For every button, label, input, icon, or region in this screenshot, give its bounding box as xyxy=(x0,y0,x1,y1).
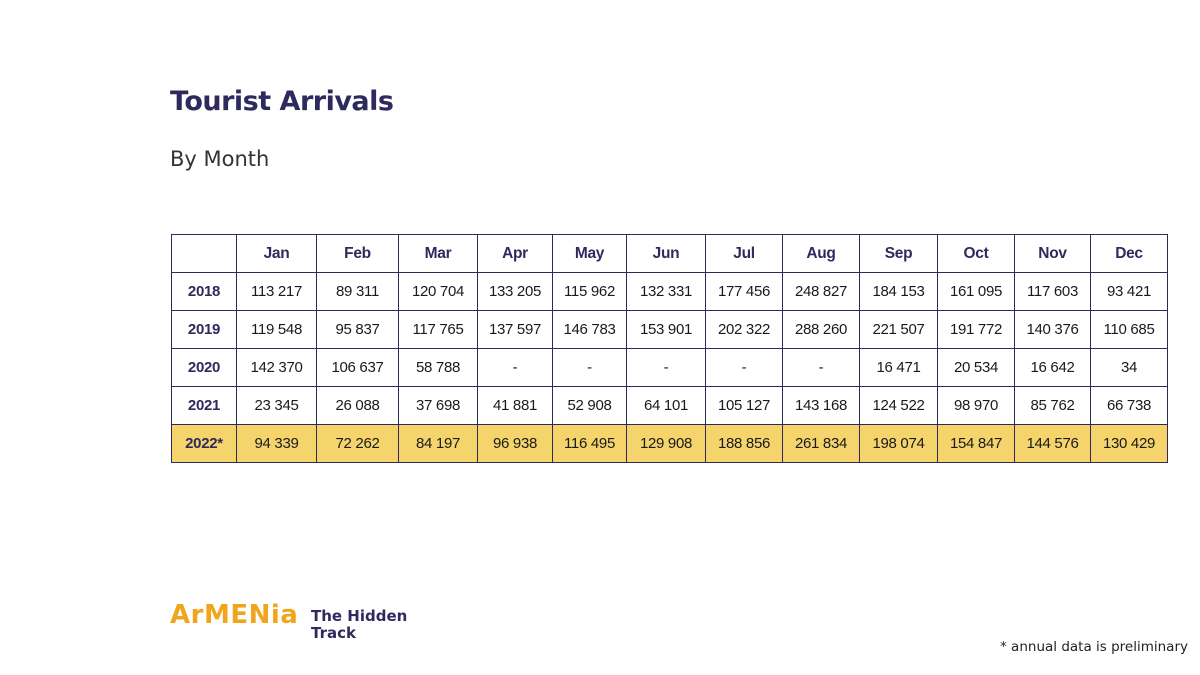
table-cell: 132 331 xyxy=(626,272,706,311)
table-cell: 188 856 xyxy=(705,424,783,463)
logo-wordmark: ArMENia xyxy=(170,600,299,630)
table-cell: 34 xyxy=(1090,348,1168,387)
table-cell: 20 534 xyxy=(937,348,1015,387)
table-row: 2020 142 370 106 637 58 788- - - - -16 471 20 53… xyxy=(171,348,1168,387)
table-cell: 144 576 xyxy=(1014,424,1091,463)
table-cell: 37 698 xyxy=(398,386,478,425)
table-cell: 115 962 xyxy=(552,272,627,311)
row-header-year: 2022* xyxy=(171,424,237,463)
table-cell: 198 074 xyxy=(859,424,938,463)
table-cell: 177 456 xyxy=(705,272,783,311)
column-header-jan: Jan xyxy=(236,234,317,273)
row-header-year: 2020 xyxy=(171,348,237,387)
row-header-year: 2021 xyxy=(171,386,237,425)
table-cell: 16 471 xyxy=(859,348,938,387)
table-cell: 288 260 xyxy=(782,310,860,349)
table-cell: 64 101 xyxy=(626,386,706,425)
table-row: 2022* 94 339 72 262 84 197 96 938 116 495 129 … xyxy=(171,424,1168,463)
column-header-apr: Apr xyxy=(477,234,553,273)
table-cell: 52 908 xyxy=(552,386,627,425)
table-cell: 93 421 xyxy=(1090,272,1168,311)
table-cell: 184 153 xyxy=(859,272,938,311)
column-header-mar: Mar xyxy=(398,234,478,273)
table-cell: - xyxy=(626,348,706,387)
table-cell: 221 507 xyxy=(859,310,938,349)
table-cell: 261 834 xyxy=(782,424,860,463)
page-title: Tourist Arrivals xyxy=(170,86,394,117)
table-cell: 16 642 xyxy=(1014,348,1091,387)
column-header-jun: Jun xyxy=(626,234,706,273)
row-header-year: 2018 xyxy=(171,272,237,311)
table-cell: 202 322 xyxy=(705,310,783,349)
column-header-may: May xyxy=(552,234,627,273)
table-cell: - xyxy=(705,348,783,387)
logo-tagline: The Hidden Track xyxy=(311,607,408,642)
table-cell: - xyxy=(552,348,627,387)
table-cell: 137 597 xyxy=(477,310,553,349)
table-cell: 146 783 xyxy=(552,310,627,349)
table-cell: - xyxy=(477,348,553,387)
table-cell: 116 495 xyxy=(552,424,627,463)
table-cell: 106 637 xyxy=(316,348,399,387)
table-cell: 161 095 xyxy=(937,272,1015,311)
table-cell: 98 970 xyxy=(937,386,1015,425)
table-cell: 129 908 xyxy=(626,424,706,463)
table-cell: 142 370 xyxy=(236,348,317,387)
table-cell: 58 788 xyxy=(398,348,478,387)
arrivals-table: Jan Feb Mar Apr May Jun Jul Aug Sep Oct Nov Dec 201… xyxy=(171,234,1168,463)
table-cell: 140 376 xyxy=(1014,310,1091,349)
column-header-sep: Sep xyxy=(859,234,938,273)
table-cell: 110 685 xyxy=(1090,310,1168,349)
table-row: 2021 23 345 26 088 37 698 41 881 52 908 64 101… xyxy=(171,386,1168,425)
table-cell: 117 765 xyxy=(398,310,478,349)
column-header-feb: Feb xyxy=(316,234,399,273)
table-cell: 120 704 xyxy=(398,272,478,311)
column-header-dec: Dec xyxy=(1090,234,1168,273)
table-cell: 191 772 xyxy=(937,310,1015,349)
table-row: 2018 113 217 89 311 120 704 133 205 115 962 13… xyxy=(171,272,1168,311)
table-cell: 133 205 xyxy=(477,272,553,311)
table-cell: 85 762 xyxy=(1014,386,1091,425)
table-cell: 84 197 xyxy=(398,424,478,463)
table-cell: 154 847 xyxy=(937,424,1015,463)
table-cell: 143 168 xyxy=(782,386,860,425)
table-cell: 26 088 xyxy=(316,386,399,425)
table-row: 2019 119 548 95 837 117 765 137 597 146 783 15… xyxy=(171,310,1168,349)
table-cell: 248 827 xyxy=(782,272,860,311)
table-cell: 117 603 xyxy=(1014,272,1091,311)
table-cell: 153 901 xyxy=(626,310,706,349)
column-header-aug: Aug xyxy=(782,234,860,273)
table-cell: 105 127 xyxy=(705,386,783,425)
table-cell: 130 429 xyxy=(1090,424,1168,463)
table-cell: 94 339 xyxy=(236,424,317,463)
column-header-jul: Jul xyxy=(705,234,783,273)
table-cell: 23 345 xyxy=(236,386,317,425)
table-cell: 113 217 xyxy=(236,272,317,311)
table-cell: 41 881 xyxy=(477,386,553,425)
table-cell: 96 938 xyxy=(477,424,553,463)
table-cell: 72 262 xyxy=(316,424,399,463)
table-cell: 66 738 xyxy=(1090,386,1168,425)
column-header-oct: Oct xyxy=(937,234,1015,273)
header-corner-cell xyxy=(171,234,237,273)
table-cell: 89 311 xyxy=(316,272,399,311)
row-header-year: 2019 xyxy=(171,310,237,349)
table-cell: - xyxy=(782,348,860,387)
table-cell: 124 522 xyxy=(859,386,938,425)
page-subtitle: By Month xyxy=(170,147,270,171)
table-header-row: Jan Feb Mar Apr May Jun Jul Aug Sep Oct Nov Dec xyxy=(171,234,1168,273)
table-cell: 95 837 xyxy=(316,310,399,349)
table-cell: 119 548 xyxy=(236,310,317,349)
column-header-nov: Nov xyxy=(1014,234,1091,273)
footnote: * annual data is preliminary xyxy=(1000,639,1188,655)
